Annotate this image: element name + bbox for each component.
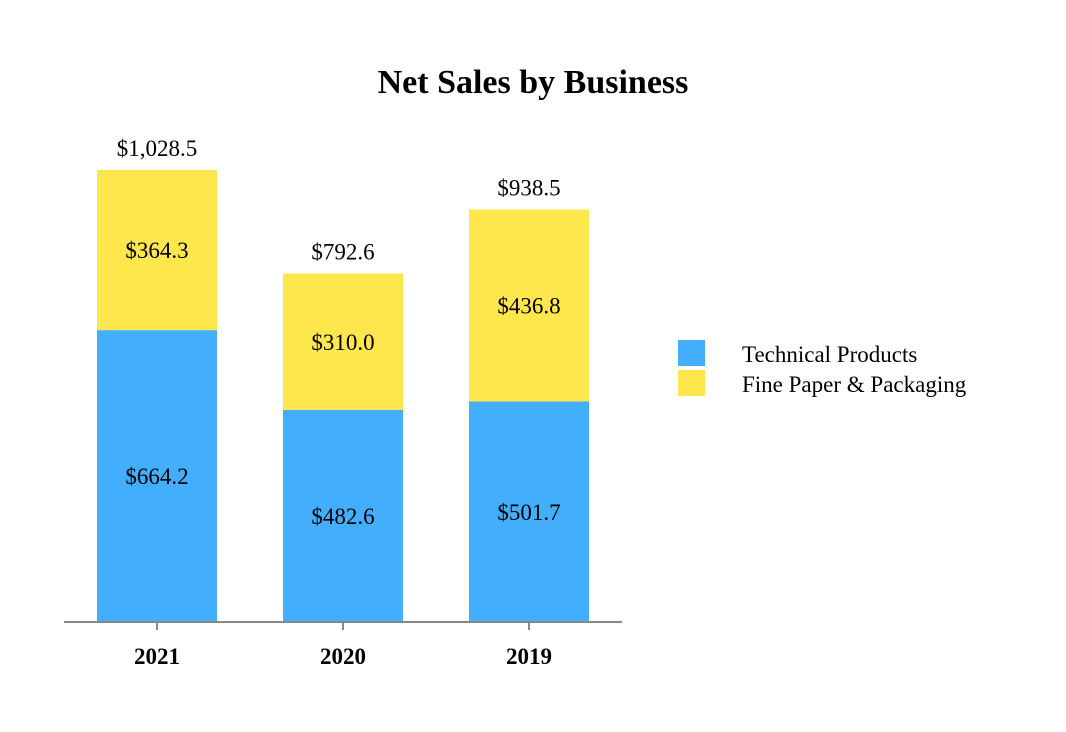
bars-group: $664.2 $364.3 $1,028.5 $482.6 $310.0 $792.6 $5… <box>97 136 589 622</box>
data-label-technical-products-2021: $664.2 <box>125 464 188 489</box>
bar-fine-paper-packaging-2020 <box>283 273 403 410</box>
x-tick-label-2020: 2020 <box>320 644 366 669</box>
x-axis-ticks: 2021 2020 2019 <box>134 622 552 669</box>
x-tick-label-2021: 2021 <box>134 644 180 669</box>
x-tick-label-2019: 2019 <box>506 644 552 669</box>
legend-label-technical-products: Technical Products <box>742 342 917 367</box>
total-label-2021: $1,028.5 <box>117 136 198 161</box>
data-label-fine-paper-packaging-2019: $436.8 <box>497 294 560 319</box>
legend-swatch-fine-paper-packaging <box>678 370 705 396</box>
bar-technical-products-2020 <box>283 409 403 622</box>
legend-swatch-technical-products <box>678 340 705 366</box>
data-label-fine-paper-packaging-2020: $310.0 <box>311 330 374 355</box>
bar-technical-products-2021 <box>97 330 217 622</box>
total-label-2019: $938.5 <box>497 176 560 201</box>
legend: Technical Products Fine Paper & Packaging <box>678 340 967 397</box>
bar-fine-paper-packaging-2021 <box>97 170 217 331</box>
legend-label-fine-paper-packaging: Fine Paper & Packaging <box>742 372 967 397</box>
data-label-technical-products-2019: $501.7 <box>497 500 560 525</box>
data-label-technical-products-2020: $482.6 <box>311 504 374 529</box>
bar-technical-products-2019 <box>469 401 589 622</box>
total-label-2020: $792.6 <box>311 240 374 265</box>
chart-title: Net Sales by Business <box>378 64 689 101</box>
data-label-fine-paper-packaging-2021: $364.3 <box>125 238 188 263</box>
bar-fine-paper-packaging-2019 <box>469 209 589 402</box>
